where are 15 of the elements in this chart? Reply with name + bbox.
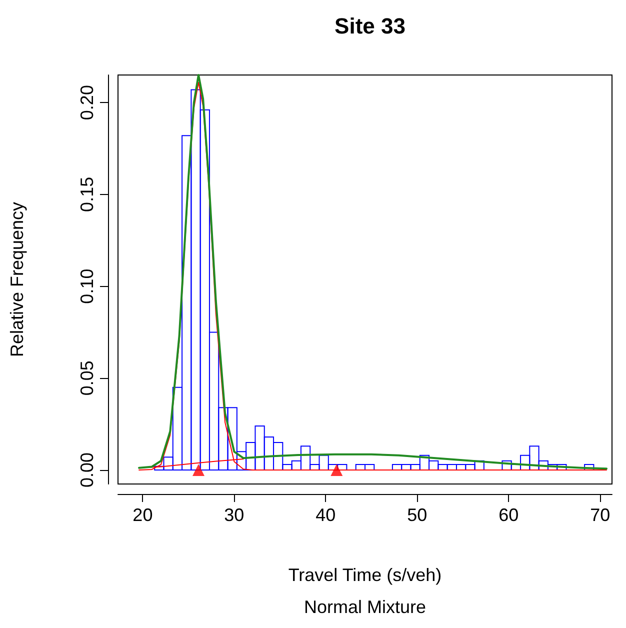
x-tick-label: 40 bbox=[316, 505, 336, 525]
y-tick-label: 0.05 bbox=[77, 360, 97, 396]
chart-title: Site 33 bbox=[334, 14, 406, 38]
text: Normal Mixture bbox=[304, 597, 426, 617]
y-tick-label: 0.00 bbox=[77, 452, 97, 488]
x-tick-label: 30 bbox=[224, 505, 244, 525]
y-tick-label: 0.20 bbox=[77, 85, 97, 120]
y-axis-title: Relative Frequency bbox=[7, 202, 27, 358]
x-tick-label: 50 bbox=[407, 505, 428, 525]
x-tick-label: 20 bbox=[132, 505, 153, 525]
x-tick-label: 60 bbox=[498, 505, 519, 525]
x-axis-title: Travel Time (s/veh) bbox=[288, 565, 442, 585]
y-tick-label: 0.10 bbox=[77, 268, 97, 304]
x-tick-label: 70 bbox=[590, 505, 610, 525]
y-tick-label: 0.15 bbox=[77, 176, 97, 212]
